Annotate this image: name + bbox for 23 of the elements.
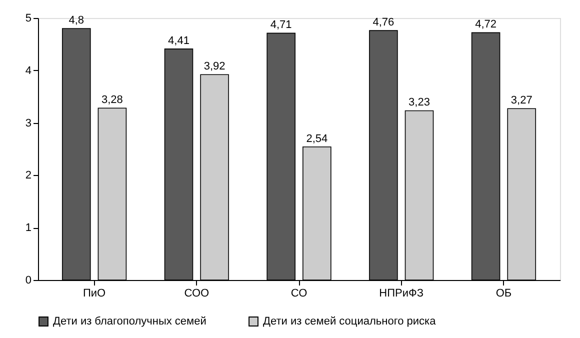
x-tick-label: НПРиФЗ: [379, 288, 424, 300]
y-tick-label: 2: [25, 170, 32, 182]
data-label: 3,27: [510, 94, 532, 107]
data-label: 3,92: [204, 60, 226, 73]
data-label: 4,71: [270, 19, 292, 32]
legend-label: Дети из семей социального риска: [263, 316, 437, 328]
y-tick-label: 4: [25, 64, 32, 77]
data-label: 4,76: [372, 16, 394, 29]
data-label: 4,72: [475, 18, 497, 31]
legend-label: Дети из благополучных семей: [53, 316, 206, 328]
y-tick-label: 5: [25, 12, 32, 24]
data-label: 4,41: [168, 34, 190, 47]
data-label: 3,28: [101, 94, 123, 106]
x-tick-label: ОБ: [496, 288, 512, 300]
data-label: 2,54: [306, 132, 328, 145]
data-label: 4,8: [68, 14, 84, 26]
data-label: 3,23: [408, 96, 430, 109]
y-tick-label: 3: [25, 117, 32, 130]
x-tick-label: СОО: [184, 288, 210, 300]
x-tick-label: СО: [290, 288, 308, 300]
x-tick-label: ПиО: [82, 288, 106, 300]
y-tick-label: 0: [25, 274, 32, 286]
y-tick-label: 1: [25, 222, 32, 234]
